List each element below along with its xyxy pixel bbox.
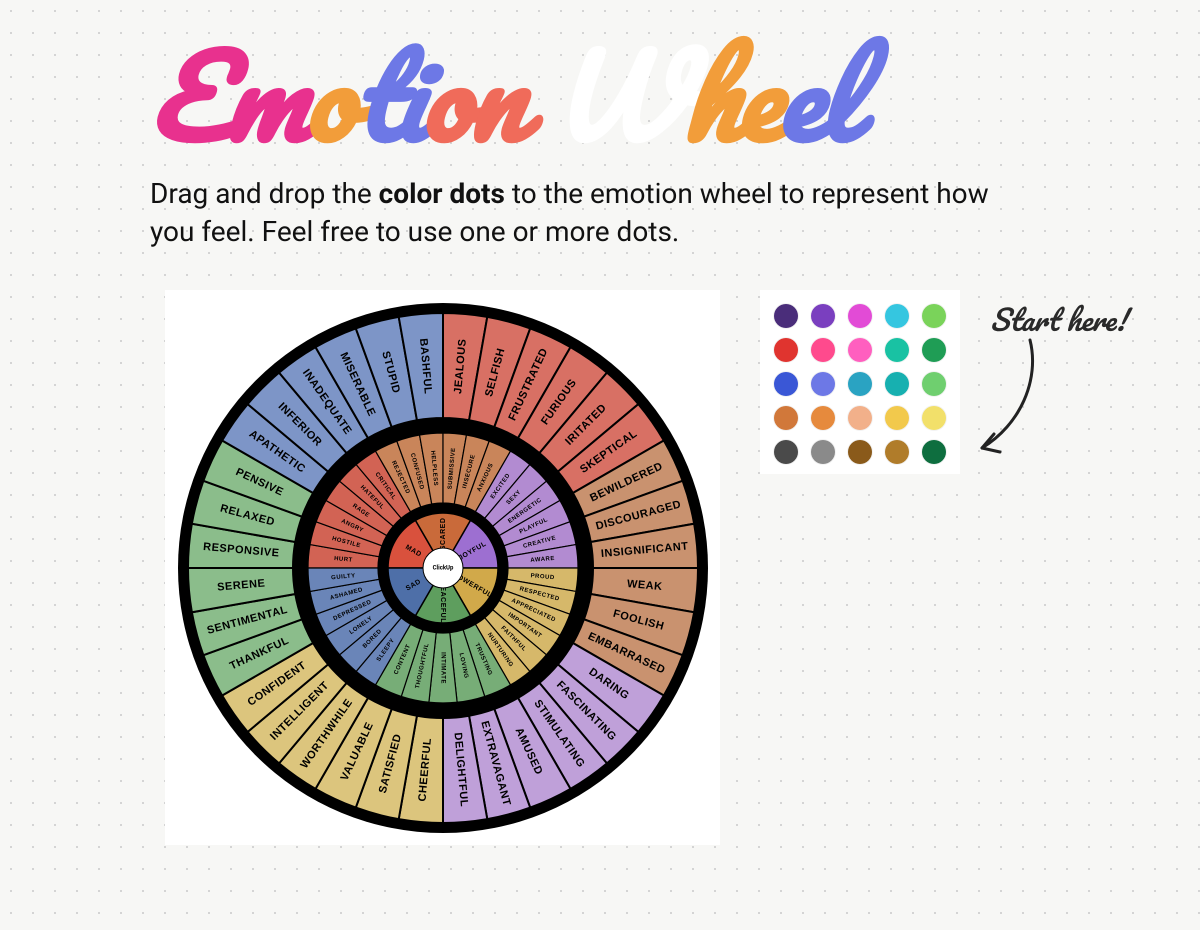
palette-row: [774, 338, 946, 362]
color-dot[interactable]: [774, 304, 798, 328]
color-dot[interactable]: [811, 338, 835, 362]
wheel-container: JEALOUSSELFISHFRUSTRATEDFURIOUSIRITATEDS…: [165, 290, 720, 845]
color-dot[interactable]: [922, 406, 946, 430]
color-dot[interactable]: [774, 406, 798, 430]
color-dot[interactable]: [774, 372, 798, 396]
color-dot[interactable]: [885, 440, 909, 464]
color-dot[interactable]: [811, 304, 835, 328]
color-dot[interactable]: [848, 304, 872, 328]
subtitle-pre: Drag and drop the: [150, 177, 379, 210]
palette-row: [774, 304, 946, 328]
color-dot[interactable]: [848, 440, 872, 464]
palette-row: [774, 372, 946, 396]
mid-label: INTIMATE: [439, 652, 445, 684]
color-dot[interactable]: [774, 440, 798, 464]
center-label: ClickUp: [432, 564, 453, 571]
core-label: SCARED: [439, 517, 446, 550]
palette-row: [774, 440, 946, 464]
palette-row: [774, 406, 946, 430]
color-dot[interactable]: [885, 406, 909, 430]
color-dot[interactable]: [885, 372, 909, 396]
color-dot[interactable]: [848, 338, 872, 362]
color-dot[interactable]: [922, 372, 946, 396]
subtitle: Drag and drop the color dots to the emot…: [150, 175, 1010, 251]
subtitle-bold: color dots: [379, 177, 505, 210]
color-dot[interactable]: [885, 304, 909, 328]
color-dot[interactable]: [848, 372, 872, 396]
arrow-icon: [970, 330, 1050, 470]
color-dot[interactable]: [811, 406, 835, 430]
color-dot[interactable]: [811, 440, 835, 464]
color-dot[interactable]: [922, 338, 946, 362]
color-dot[interactable]: [922, 440, 946, 464]
color-dot[interactable]: [811, 372, 835, 396]
page-title: Emotion Wheel: [150, 40, 852, 150]
color-palette: [760, 290, 960, 474]
color-dot[interactable]: [922, 304, 946, 328]
color-dot[interactable]: [774, 338, 798, 362]
color-dot[interactable]: [848, 406, 872, 430]
title-container: Emotion Wheel: [150, 40, 852, 150]
emotion-wheel[interactable]: JEALOUSSELFISHFRUSTRATEDFURIOUSIRITATEDS…: [178, 303, 708, 833]
color-dot[interactable]: [885, 338, 909, 362]
